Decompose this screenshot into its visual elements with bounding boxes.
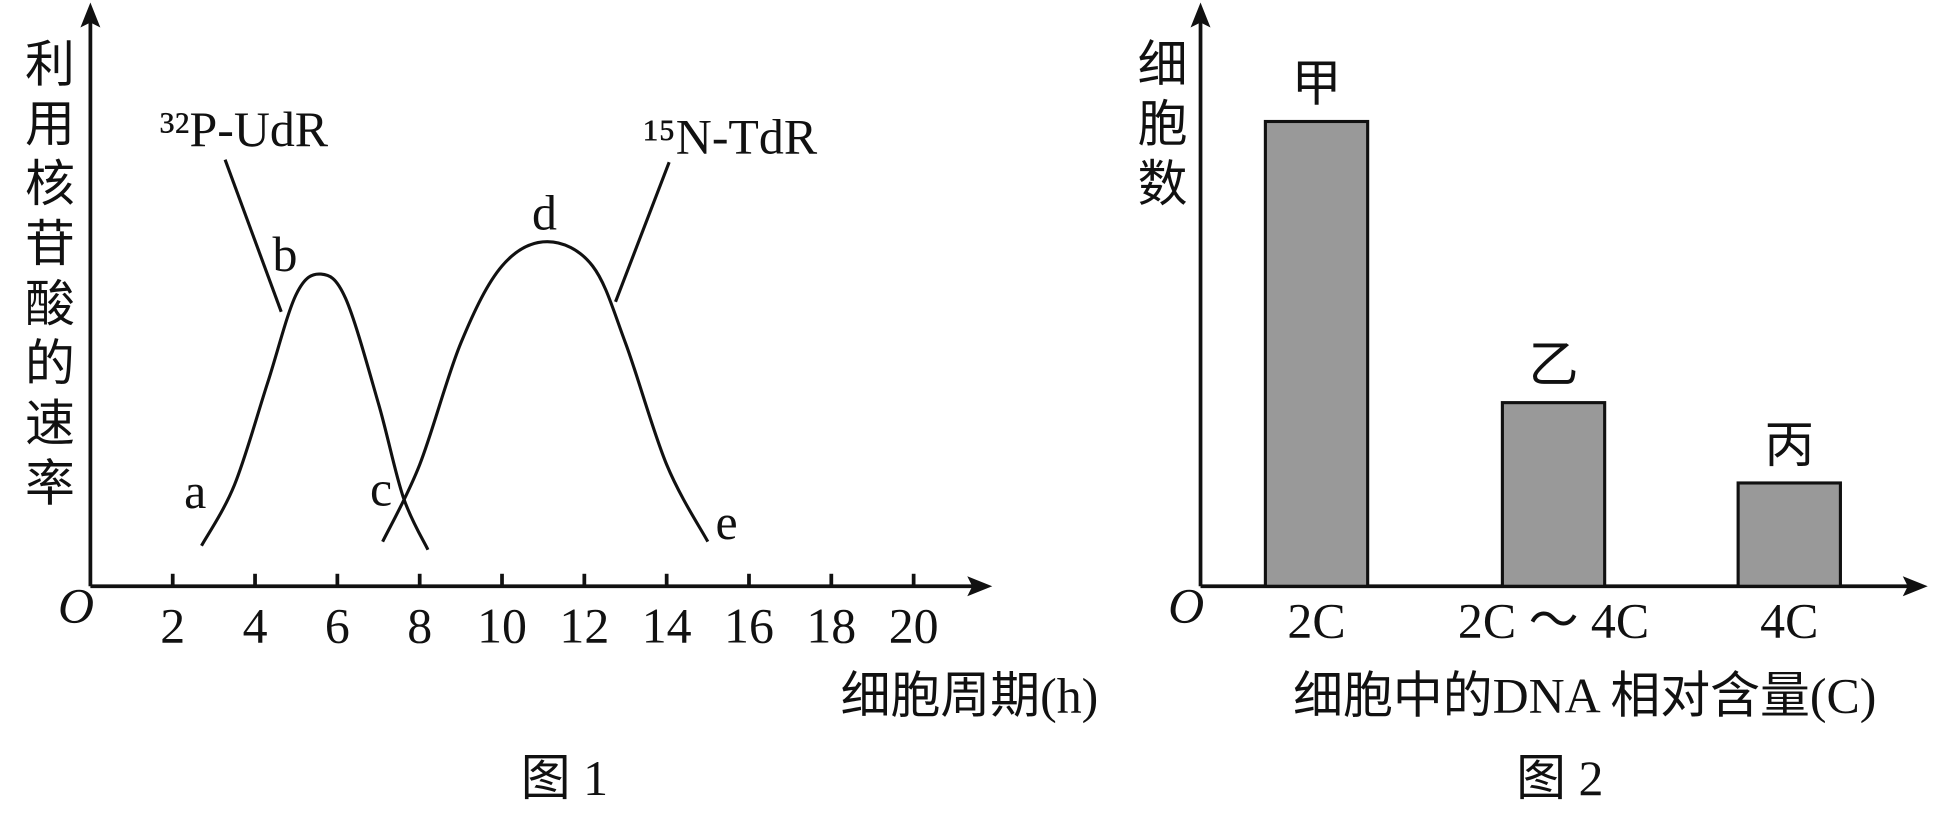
caption: 图 1 (521, 751, 608, 806)
x-arrow (1902, 576, 1928, 597)
x-tick-label: 2C ～ 4C (1458, 594, 1649, 649)
bar (1500, 401, 1607, 588)
x-arrow (967, 576, 993, 597)
bar-label: 丙 (1764, 418, 1814, 473)
x-tick-label: 8 (407, 599, 432, 654)
x-tick-label: 4C (1760, 594, 1818, 649)
leader-line (223, 159, 283, 313)
bar (1263, 119, 1370, 588)
annotation: d (532, 186, 557, 241)
origin-label: O (58, 579, 94, 634)
x-tick-label: 10 (477, 599, 527, 654)
x-tick-label: 2 (160, 599, 185, 654)
x-axis-label: 细胞周期(h) (841, 668, 1099, 723)
x-axis-label: 细胞中的DNA 相对含量(C) (1293, 668, 1876, 723)
x-tick-label: 12 (559, 599, 609, 654)
annotation: a (184, 464, 206, 519)
series-label: ¹⁵N-TdR (643, 110, 817, 165)
x-tick-label: 16 (724, 599, 774, 654)
origin-label: O (1168, 579, 1204, 634)
y-arrow (1190, 2, 1211, 28)
leader-line (614, 161, 671, 303)
y-axis-label: 利用核苷酸的速率 (18, 37, 74, 516)
x-tick-label: 14 (642, 599, 692, 654)
annotation: b (273, 227, 298, 282)
x-tick-label: 20 (889, 599, 939, 654)
caption: 图 2 (1516, 751, 1603, 806)
annotation: e (715, 495, 737, 550)
x-tick-label: 6 (325, 599, 350, 654)
x-tick-label: 18 (806, 599, 856, 654)
y-arrow (80, 2, 101, 28)
line-series (200, 272, 430, 551)
annotation: c (370, 461, 392, 516)
y-axis-label: 细胞数 (1131, 37, 1187, 217)
bar-label: 甲 (1292, 57, 1342, 112)
line-series (381, 240, 710, 543)
x-tick-label: 4 (243, 599, 268, 654)
bar-label: 乙 (1529, 338, 1579, 393)
x-tick-label: 2C (1287, 594, 1345, 649)
series-label: ³²P-UdR (160, 102, 329, 157)
bar (1736, 481, 1842, 588)
